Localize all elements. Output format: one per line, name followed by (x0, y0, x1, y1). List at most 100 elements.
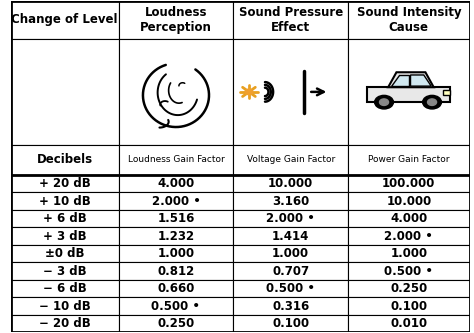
Circle shape (245, 89, 253, 95)
Bar (348, 145, 470, 175)
Bar (118, 245, 233, 262)
Bar (11, 315, 118, 332)
Bar (11, 280, 118, 297)
Bar (118, 297, 233, 315)
Text: Loudness Gain Factor: Loudness Gain Factor (128, 156, 224, 165)
Bar (11, 192, 118, 210)
Text: 0.100: 0.100 (272, 317, 309, 330)
Bar (11, 297, 118, 315)
Text: Decibels: Decibels (36, 154, 93, 166)
Bar (348, 227, 470, 245)
Bar (118, 210, 233, 227)
Bar (348, 1, 470, 39)
Bar (118, 1, 233, 39)
Text: Power Gain Factor: Power Gain Factor (368, 156, 450, 165)
Bar (233, 297, 348, 315)
Text: 0.500 •: 0.500 • (384, 264, 433, 277)
Bar (444, 91, 450, 95)
Text: 1.516: 1.516 (157, 212, 195, 225)
Bar (118, 262, 233, 280)
Text: + 6 dB: + 6 dB (43, 212, 87, 225)
Bar (11, 210, 118, 227)
Bar (118, 175, 233, 192)
Bar (233, 39, 348, 145)
Bar (11, 227, 118, 245)
Text: Voltage Gain Factor: Voltage Gain Factor (246, 156, 335, 165)
Text: 0.250: 0.250 (390, 282, 428, 295)
Text: 4.000: 4.000 (157, 177, 195, 190)
Text: 1.232: 1.232 (157, 229, 194, 242)
Bar (11, 262, 118, 280)
Bar (118, 39, 233, 145)
Bar (11, 175, 118, 192)
Text: 2.000 •: 2.000 • (266, 212, 315, 225)
Polygon shape (391, 75, 409, 86)
Bar (11, 39, 118, 145)
Bar (11, 145, 118, 175)
Bar (348, 280, 470, 297)
Text: 0.250: 0.250 (157, 317, 195, 330)
Text: + 10 dB: + 10 dB (39, 194, 91, 207)
Text: 10.000: 10.000 (268, 177, 313, 190)
Bar (348, 175, 470, 192)
Bar (118, 280, 233, 297)
Bar (233, 175, 348, 192)
Bar (348, 315, 470, 332)
Bar (233, 227, 348, 245)
Polygon shape (410, 75, 431, 86)
Bar (233, 315, 348, 332)
Text: 10.000: 10.000 (386, 194, 431, 207)
Bar (348, 297, 470, 315)
Bar (367, 87, 450, 102)
Bar (233, 192, 348, 210)
Text: 0.812: 0.812 (157, 264, 195, 277)
Bar (118, 315, 233, 332)
Bar (348, 210, 470, 227)
Text: 2.000 •: 2.000 • (384, 229, 433, 242)
Text: + 3 dB: + 3 dB (43, 229, 87, 242)
Text: ±0 dB: ±0 dB (45, 247, 84, 260)
Text: 1.000: 1.000 (157, 247, 194, 260)
Text: 4.000: 4.000 (390, 212, 428, 225)
Text: + 20 dB: + 20 dB (39, 177, 91, 190)
Text: 0.500 •: 0.500 • (266, 282, 315, 295)
Text: Loudness
Perception: Loudness Perception (140, 6, 212, 34)
Text: Sound Intensity
Cause: Sound Intensity Cause (356, 6, 461, 34)
Text: 0.100: 0.100 (390, 300, 428, 313)
Bar (348, 245, 470, 262)
Text: 100.000: 100.000 (382, 177, 436, 190)
Text: Sound Pressure
Effect: Sound Pressure Effect (238, 6, 343, 34)
Text: 1.000: 1.000 (390, 247, 428, 260)
Text: − 10 dB: − 10 dB (39, 300, 91, 313)
Text: − 6 dB: − 6 dB (43, 282, 87, 295)
Circle shape (380, 99, 389, 106)
Bar (11, 1, 118, 39)
Bar (118, 145, 233, 175)
Text: 1.414: 1.414 (272, 229, 310, 242)
Bar (348, 192, 470, 210)
Text: 2.000 •: 2.000 • (152, 194, 201, 207)
Circle shape (374, 95, 393, 109)
Text: − 20 dB: − 20 dB (39, 317, 91, 330)
Bar (233, 1, 348, 39)
Text: 0.660: 0.660 (157, 282, 195, 295)
Text: 3.160: 3.160 (272, 194, 310, 207)
Bar (118, 192, 233, 210)
Bar (348, 262, 470, 280)
Text: Change of Level: Change of Level (11, 13, 118, 26)
Bar (233, 245, 348, 262)
Text: 0.010: 0.010 (390, 317, 428, 330)
Bar (233, 280, 348, 297)
Bar (233, 262, 348, 280)
Circle shape (428, 99, 437, 106)
Circle shape (423, 95, 441, 109)
Bar (11, 245, 118, 262)
Text: 0.316: 0.316 (272, 300, 310, 313)
Bar (118, 227, 233, 245)
Text: 1.000: 1.000 (272, 247, 309, 260)
Bar (348, 39, 470, 145)
Text: 0.500 •: 0.500 • (152, 300, 201, 313)
Bar (233, 145, 348, 175)
Text: − 3 dB: − 3 dB (43, 264, 87, 277)
Text: 0.707: 0.707 (272, 264, 309, 277)
